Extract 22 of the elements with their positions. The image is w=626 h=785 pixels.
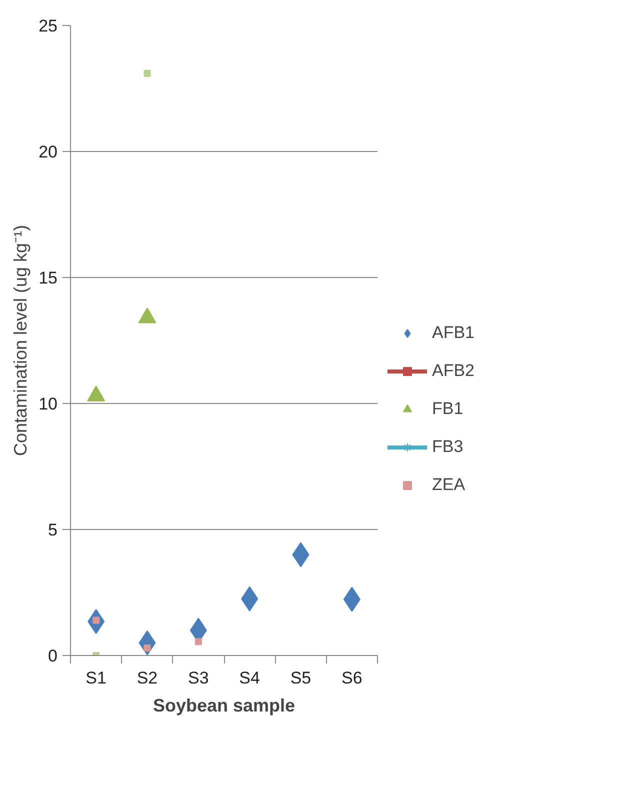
y-tick-label: 10 (38, 394, 58, 414)
y-tick-label: 0 (48, 646, 58, 666)
legend-label: FB3 (432, 437, 464, 457)
point (144, 70, 151, 77)
x-tick-label: S5 (290, 668, 312, 688)
y-tick-label: 25 (38, 16, 58, 36)
point (144, 644, 151, 652)
legend-label: ZEA (432, 475, 466, 495)
point (194, 638, 202, 646)
legend-label: AFB2 (432, 361, 475, 381)
y-tick-label: 20 (38, 142, 58, 162)
y-tick-label: 5 (48, 520, 58, 540)
x-tick-label: S2 (136, 668, 158, 688)
y-tick-label: 15 (38, 268, 58, 288)
x-tick-label: S6 (342, 668, 362, 688)
x-tick-label: S4 (239, 668, 260, 688)
legend-label: FB1 (432, 399, 464, 419)
x-tick-label: S1 (86, 668, 106, 688)
legend-label: AFB1 (432, 323, 475, 343)
x-axis-title: Soybean sample (152, 696, 296, 716)
x-tick-label: S3 (188, 668, 209, 688)
y-axis-title: Contamination level (ug kg⁻¹) (10, 224, 31, 456)
